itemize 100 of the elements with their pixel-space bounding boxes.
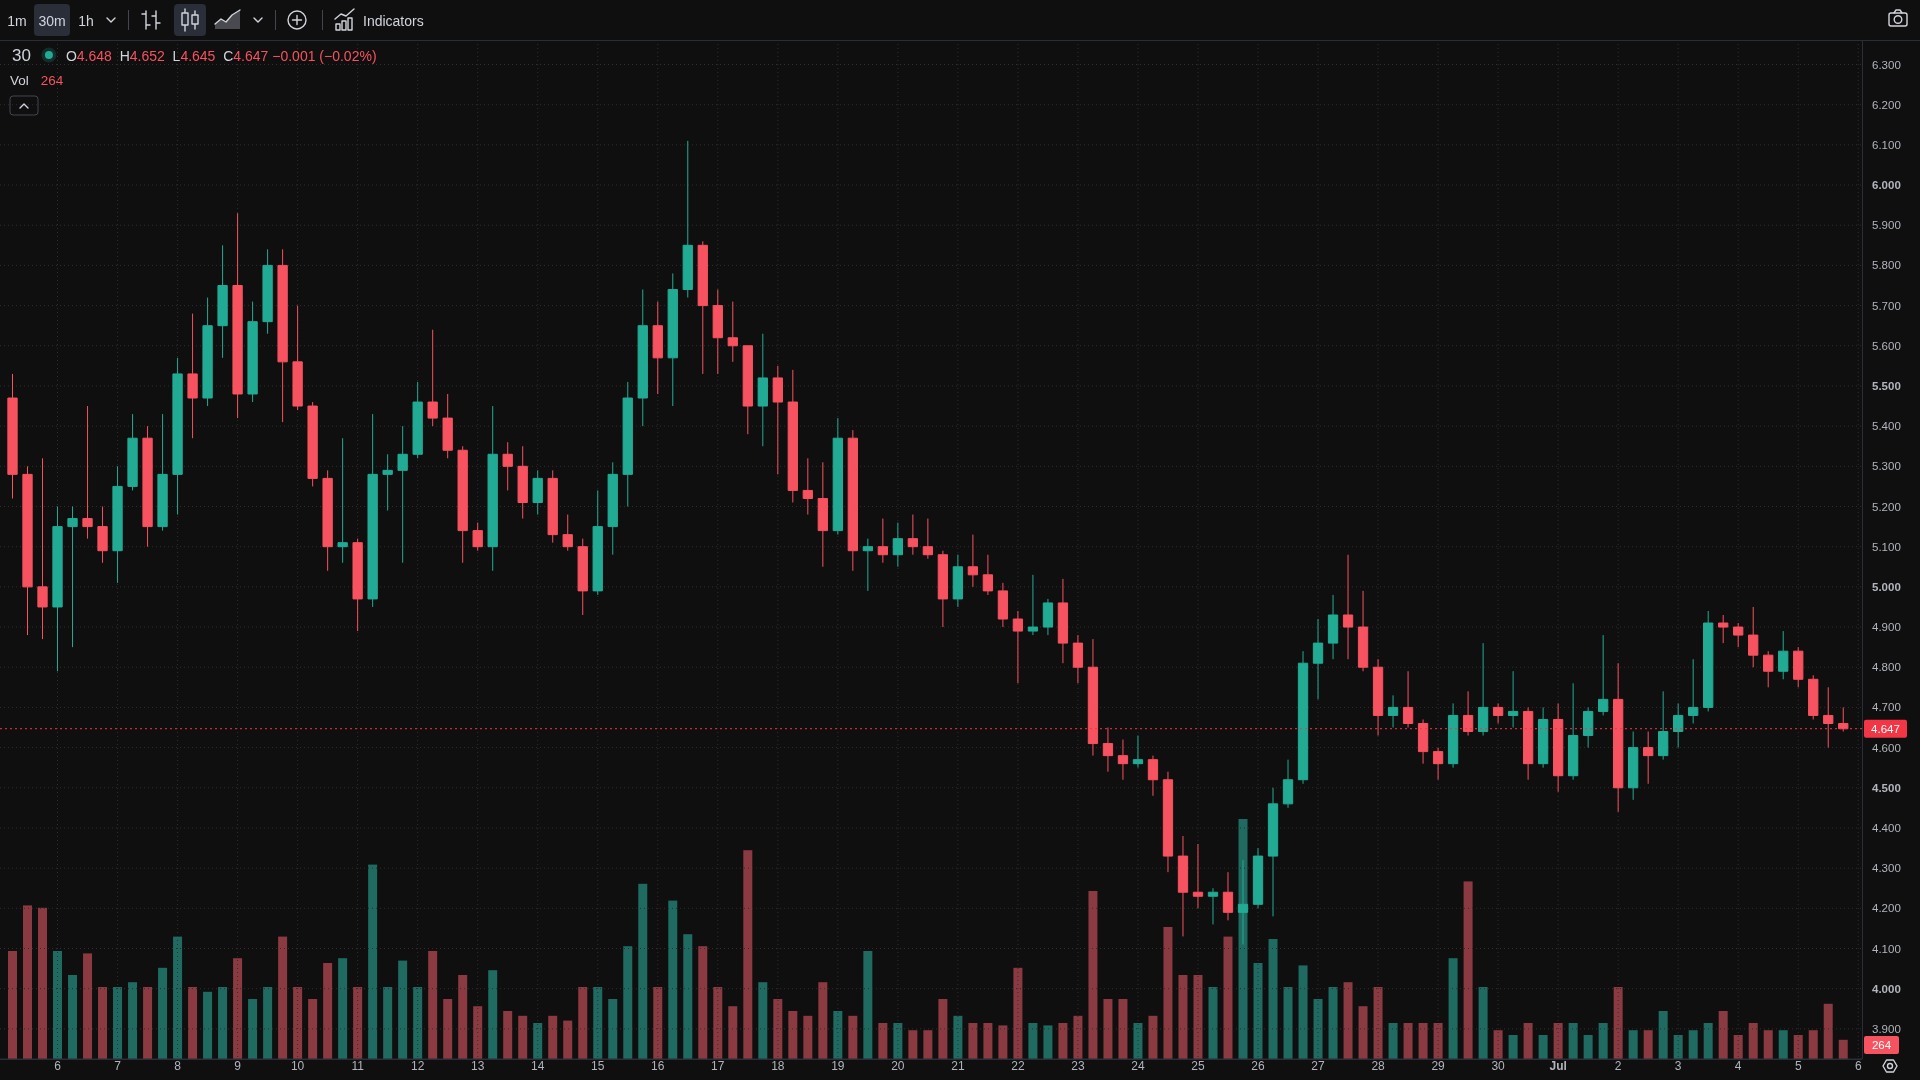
y-tick-label: 6.100 xyxy=(1872,138,1901,151)
bar xyxy=(1328,987,1338,1059)
candlestick xyxy=(1537,706,1549,769)
candlestick xyxy=(142,425,153,548)
bar xyxy=(1118,999,1128,1059)
candlestick xyxy=(472,522,483,552)
bar xyxy=(233,958,243,1059)
candlestick xyxy=(892,522,904,568)
bar xyxy=(578,987,588,1059)
candlestick xyxy=(307,401,318,487)
bar xyxy=(548,1015,558,1059)
candlestick xyxy=(1718,614,1729,644)
candlestick xyxy=(1838,706,1849,733)
candlestick xyxy=(187,313,198,439)
candlestick xyxy=(1372,658,1384,737)
candlestick xyxy=(1462,690,1474,737)
candlestick xyxy=(607,461,618,556)
bar xyxy=(488,970,498,1059)
y-tick-label: 5.600 xyxy=(1872,339,1901,352)
candlestick xyxy=(697,240,708,375)
candlestick xyxy=(832,417,843,536)
candlestick xyxy=(262,248,273,335)
bar xyxy=(1253,963,1263,1059)
candlestick xyxy=(1417,718,1429,765)
bar xyxy=(653,987,663,1059)
x-tick-label: 14 xyxy=(531,1059,545,1073)
candlestick xyxy=(442,393,453,459)
bar xyxy=(698,946,708,1059)
candlestick xyxy=(412,381,423,459)
x-tick-label: 20 xyxy=(891,1059,905,1073)
candlestick xyxy=(1477,642,1489,737)
bar xyxy=(1388,1023,1398,1059)
x-tick-label: 22 xyxy=(1011,1059,1025,1073)
candlestick xyxy=(847,429,858,572)
bar xyxy=(563,1020,573,1059)
candlestick xyxy=(997,582,1009,628)
bar xyxy=(1718,1011,1728,1059)
x-tick-label: 6 xyxy=(54,1059,62,1073)
x-tick-label: 26 xyxy=(1251,1059,1265,1073)
bar xyxy=(248,999,258,1059)
x-tick-label: 24 xyxy=(1131,1059,1145,1073)
x-tick-label: 28 xyxy=(1371,1059,1386,1073)
bar xyxy=(728,1006,738,1059)
y-tick-label: 5.800 xyxy=(1872,259,1901,272)
bar xyxy=(638,883,648,1059)
candlestick xyxy=(1012,610,1024,684)
bar xyxy=(1463,881,1473,1059)
bar xyxy=(1583,1035,1593,1059)
bar xyxy=(218,987,228,1059)
text: 1m xyxy=(7,13,27,29)
bar xyxy=(1838,1039,1848,1059)
candlestick xyxy=(397,425,408,564)
candlestick xyxy=(292,305,303,411)
bar xyxy=(1193,975,1203,1059)
bar xyxy=(623,946,633,1059)
annotation: 264 xyxy=(40,72,64,88)
x-tick-label: 6 xyxy=(1854,1059,1862,1073)
y-tick-label: 3.900 xyxy=(1872,1022,1901,1035)
bar xyxy=(1103,999,1113,1059)
candlestick xyxy=(922,518,934,560)
bar xyxy=(68,975,78,1059)
candlestick xyxy=(1312,618,1324,700)
candlestick xyxy=(52,506,63,672)
bar xyxy=(458,975,468,1059)
candlestick xyxy=(127,413,138,491)
y-tick-label: 6.200 xyxy=(1872,98,1901,111)
candlestick xyxy=(97,506,108,564)
bar xyxy=(23,905,33,1059)
bar xyxy=(668,900,678,1059)
candlestick xyxy=(1192,843,1204,909)
y-tick-label: 5.700 xyxy=(1872,299,1901,312)
bar xyxy=(353,987,363,1059)
candlestick xyxy=(1597,634,1609,716)
candlestick xyxy=(1688,658,1699,724)
candlestick xyxy=(1628,731,1639,801)
y-tick-label: 5.200 xyxy=(1872,500,1901,513)
bar xyxy=(833,1011,843,1059)
bar xyxy=(1358,1006,1368,1059)
bar xyxy=(83,953,93,1059)
candlestick xyxy=(802,457,813,516)
candlestick xyxy=(502,441,513,491)
bar xyxy=(113,987,123,1059)
bar xyxy=(608,999,618,1059)
text: Indicators xyxy=(363,13,424,29)
candlestick xyxy=(1057,578,1069,664)
bar xyxy=(1028,1023,1038,1059)
candlestick xyxy=(1763,650,1774,688)
bar xyxy=(1178,975,1188,1059)
candlestick xyxy=(1252,847,1264,909)
bar xyxy=(1403,1023,1413,1059)
bar xyxy=(1043,1025,1053,1059)
bar xyxy=(1523,1023,1533,1059)
candlestick xyxy=(517,445,528,520)
y-tick-label: 5.400 xyxy=(1872,420,1901,433)
bar xyxy=(773,999,783,1059)
y-tick-label: 4.400 xyxy=(1872,821,1901,834)
x-tick-label: 11 xyxy=(351,1059,365,1073)
bar xyxy=(263,987,273,1059)
candlestick xyxy=(37,457,48,640)
bar xyxy=(1433,1023,1443,1059)
